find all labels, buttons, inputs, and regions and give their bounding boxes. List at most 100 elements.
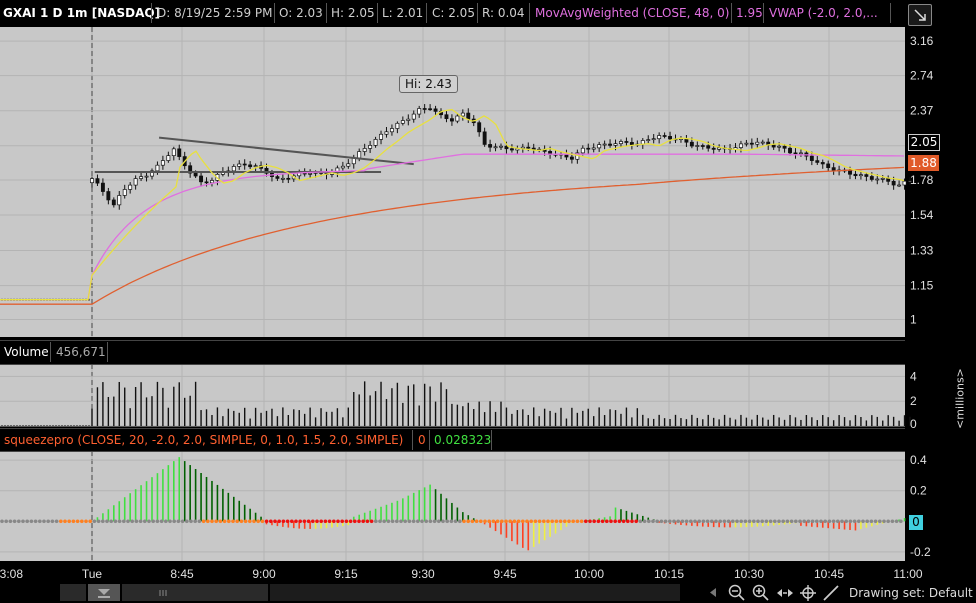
squeeze-dot <box>235 519 239 524</box>
squeeze-dot <box>840 519 844 524</box>
candle-body <box>493 146 498 149</box>
squeeze-dot <box>613 519 617 524</box>
header-divider <box>412 430 413 450</box>
squeeze-dot <box>878 519 882 524</box>
candle-body <box>264 167 269 174</box>
squeeze-label[interactable]: squeezepro (CLOSE, 20, -2.0, 2.0, SIMPLE… <box>4 433 404 447</box>
squeeze-dot <box>243 519 248 524</box>
squeeze-dot <box>785 519 790 524</box>
header-divider <box>274 3 275 23</box>
crosshair-icon[interactable] <box>799 584 817 602</box>
candle-body <box>771 144 776 148</box>
squeeze-dot <box>67 519 71 524</box>
scroll-left-button[interactable] <box>60 584 86 601</box>
high-annotation: Hi: 2.43 <box>399 75 458 93</box>
candle-body <box>133 178 138 186</box>
candle-body <box>809 155 814 161</box>
squeeze-dot <box>122 519 126 524</box>
drawing-set-selector[interactable]: Drawing set: Default <box>849 586 973 600</box>
header-divider <box>731 3 732 23</box>
study-wma-value: 1.95 <box>736 6 763 20</box>
squeeze-dot <box>886 519 890 524</box>
last-price-badge: 2.05 <box>908 134 940 151</box>
squeeze-dot <box>105 519 109 524</box>
squeeze-dot <box>831 519 836 524</box>
volume-label[interactable]: Volume <box>4 345 49 359</box>
candle-body <box>875 178 880 181</box>
chart-header: GXAI 1 D 1m [NASDAQ] D: 8/19/25 2:59 PM … <box>0 0 976 27</box>
squeeze-dot <box>642 519 647 524</box>
study-vwap-label[interactable]: VWAP (-2.0, 2.0,... <box>769 6 878 20</box>
squeeze-dot <box>617 519 622 524</box>
zoom-out-icon[interactable] <box>728 584 746 602</box>
squeeze-dot <box>172 519 176 524</box>
zoom-in-icon[interactable] <box>752 584 770 602</box>
squeeze-dot <box>647 519 651 524</box>
squeeze-dot <box>781 519 785 524</box>
scroll-left-arrow-icon[interactable] <box>706 585 720 600</box>
candle-body <box>597 144 602 149</box>
squeeze-dot <box>605 519 609 524</box>
squeeze-dot <box>164 519 168 524</box>
candle-body <box>744 142 749 145</box>
squeeze-dot <box>697 519 701 524</box>
header-divider <box>50 342 51 362</box>
candle-body <box>580 147 585 154</box>
squeeze-dot <box>525 519 529 524</box>
volume-axis-tick: 0 <box>910 417 917 431</box>
squeeze-dot <box>134 519 139 524</box>
datetime-readout: D: 8/19/25 2:59 PM <box>157 6 273 20</box>
squeeze-dot <box>533 519 538 524</box>
squeeze-dot <box>680 519 685 524</box>
candle-body <box>150 170 154 177</box>
squeeze-dot <box>42 519 46 524</box>
squeeze-dot <box>453 519 458 524</box>
time-axis-tick: 11:00 <box>893 567 922 581</box>
squeeze-dot <box>458 519 462 524</box>
time-axis-tick: 13:08 <box>0 567 23 581</box>
volume-panel <box>0 364 905 426</box>
candle-body <box>788 147 792 154</box>
volume-header: Volume 456,671 <box>0 340 905 365</box>
candle-body <box>591 147 596 150</box>
candle-body <box>313 172 318 174</box>
squeeze-dot <box>130 519 134 524</box>
scroll-right-button[interactable] <box>270 584 680 601</box>
candle-body <box>635 143 640 146</box>
squeeze-dot <box>693 519 697 524</box>
time-axis-tick: 10:15 <box>654 567 684 581</box>
squeeze-dot <box>483 519 487 524</box>
squeeze-dot <box>25 519 30 524</box>
candle-body <box>798 152 803 155</box>
candle-body <box>766 141 771 146</box>
candle-body <box>548 151 553 155</box>
collapse-panel-icon[interactable] <box>908 4 932 26</box>
scrollbar-thumb[interactable] <box>88 584 120 601</box>
squeeze-dot <box>823 519 827 524</box>
candle-body <box>673 138 678 141</box>
candle-body <box>379 133 383 140</box>
time-axis-tick: 8:45 <box>170 567 194 581</box>
squeeze-dot <box>75 519 80 524</box>
study-wma-label[interactable]: MovAvgWeighted (CLOSE, 48, 0) <box>535 6 730 20</box>
drawing-line-icon[interactable] <box>822 584 840 602</box>
symbol-label[interactable]: GXAI 1 D 1m [NASDAQ] <box>3 6 161 20</box>
squeeze-dot <box>873 519 878 524</box>
squeeze-dot <box>323 519 328 524</box>
wma-price-badge: 1.88 <box>908 155 939 171</box>
header-divider <box>491 430 492 450</box>
squeeze-dot <box>764 519 769 524</box>
candle-body <box>662 135 667 137</box>
candle-body <box>340 165 345 169</box>
pan-arrows-icon[interactable] <box>775 584 795 602</box>
candle-body <box>204 181 209 184</box>
candle-body <box>182 156 187 167</box>
squeeze-dot <box>210 519 214 524</box>
candle-body <box>499 145 503 148</box>
scrollbar-track[interactable] <box>122 584 268 601</box>
candle-body <box>902 180 907 186</box>
candle-body <box>324 173 329 175</box>
squeeze-dot <box>117 519 122 524</box>
time-axis-tick: 9:00 <box>252 567 276 581</box>
squeeze-dot <box>798 519 802 524</box>
